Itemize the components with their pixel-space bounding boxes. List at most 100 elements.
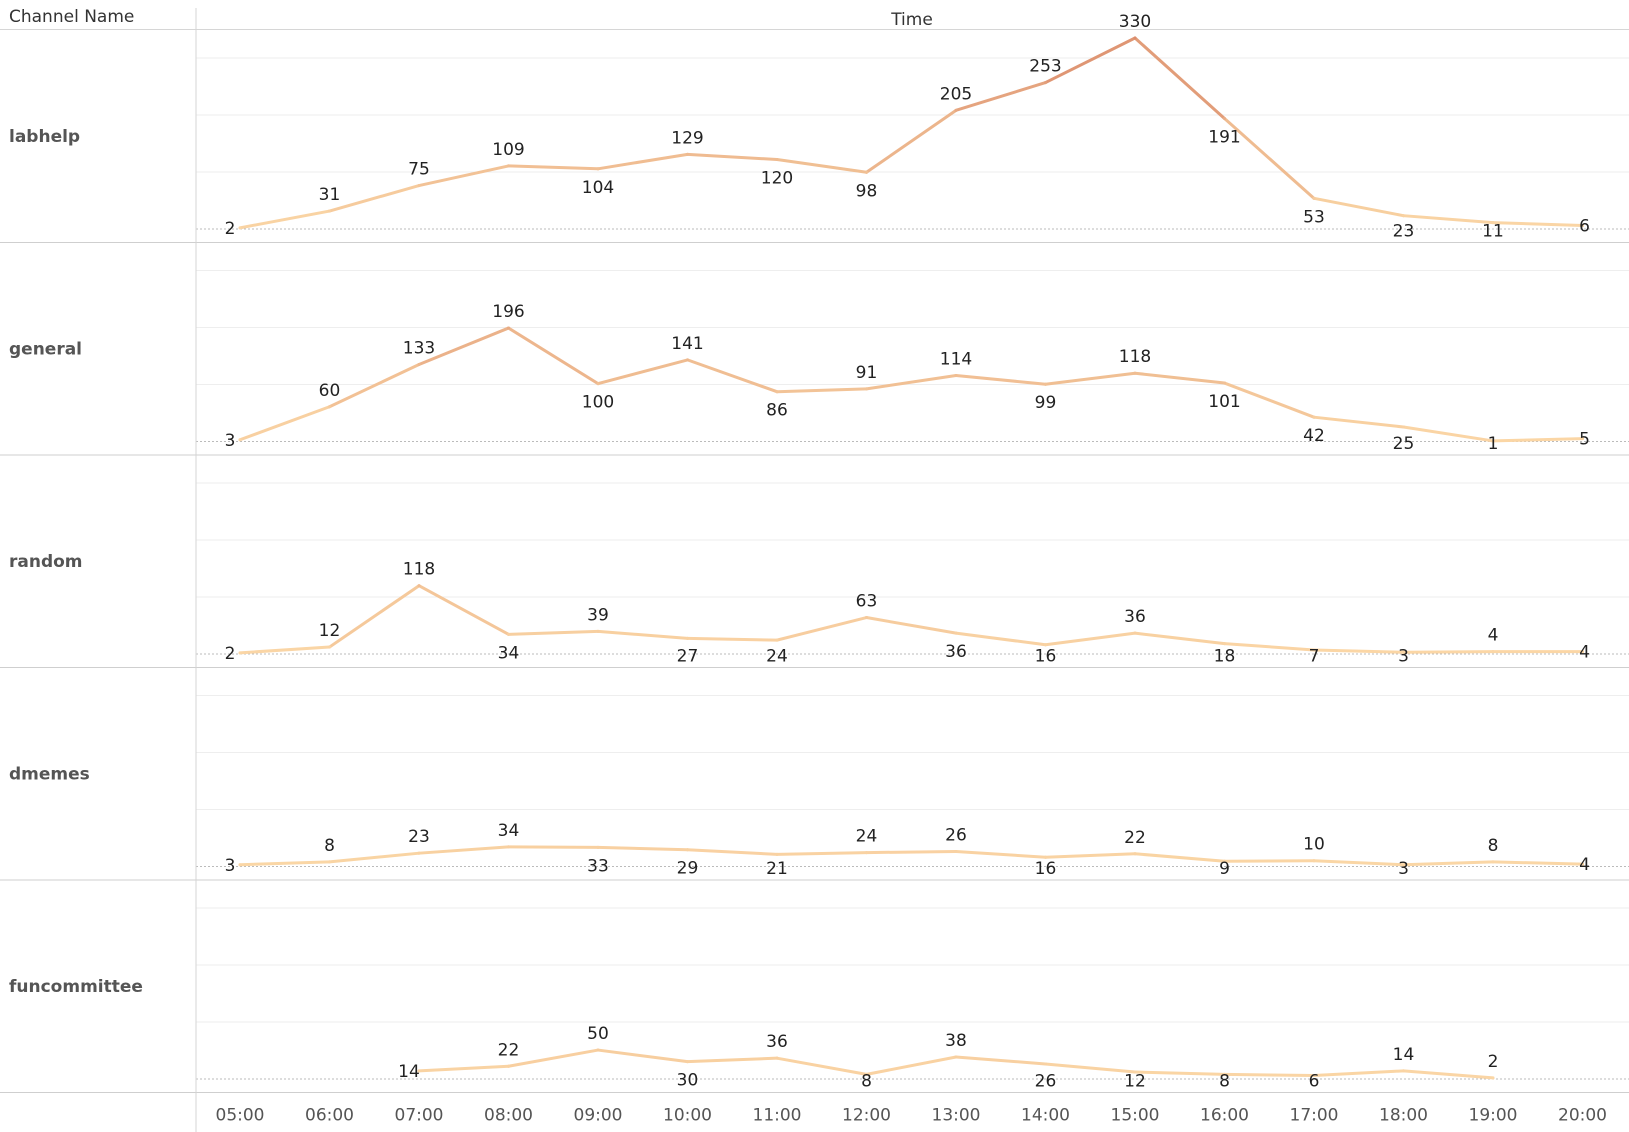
series-line-segment	[1402, 214, 1495, 225]
row-dimension-header: Channel Name	[9, 7, 134, 27]
series-line-segment	[417, 584, 510, 636]
series-line-segment	[417, 1064, 510, 1073]
series-line-segment	[686, 152, 779, 162]
data-point	[1044, 643, 1047, 647]
data-point	[1044, 81, 1047, 85]
x-tick-label: 18:00	[1379, 1106, 1428, 1126]
data-point	[1223, 381, 1226, 385]
data-point	[865, 387, 868, 391]
data-point	[1402, 425, 1405, 429]
panel-labhelp: labhelp 2 31 75 109 104 129 120 98 205 253 330 191 53…	[0, 12, 1629, 243]
data-label: 33	[587, 856, 609, 876]
x-axis: 05:00 06:00 07:00 08:00 09:00 10:00 11:00 12:00…	[195, 1092, 1607, 1132]
data-point	[507, 845, 510, 849]
series-line-segment	[1044, 631, 1137, 647]
series-line-segment	[1312, 415, 1405, 429]
data-point	[596, 1048, 600, 1052]
data-point	[238, 226, 242, 230]
data-point	[417, 584, 421, 588]
data-label: 133	[403, 339, 435, 359]
data-label: 39	[587, 605, 609, 625]
data-point	[1044, 382, 1047, 386]
data-point	[596, 167, 600, 171]
data-point	[417, 851, 421, 855]
row-label-random: random	[9, 552, 83, 572]
data-label: 75	[408, 160, 430, 180]
data-point	[507, 164, 510, 168]
data-label: 18	[1214, 647, 1236, 667]
series-line-segment	[954, 631, 1047, 647]
data-point	[1223, 642, 1226, 646]
data-label: 60	[319, 381, 341, 401]
series-line-segment	[1312, 648, 1405, 654]
x-tick-label: 20:00	[1558, 1106, 1607, 1126]
data-label: 12	[319, 621, 341, 641]
series-line-segment	[1133, 371, 1226, 385]
series-line-segment	[417, 164, 510, 188]
data-label: 2	[225, 219, 236, 239]
series-line-segment	[954, 1055, 1047, 1066]
data-label: 8	[1219, 1072, 1230, 1092]
panels-layer: labhelp231751091041291209820525333019153…	[0, 12, 1629, 1093]
series-line-segment	[1491, 437, 1584, 443]
column-dimension-header: Time	[890, 10, 933, 30]
series-line-segment	[1223, 859, 1316, 863]
data-point	[596, 629, 600, 633]
series-line-segment	[1312, 196, 1405, 218]
data-point	[1491, 650, 1495, 654]
data-label: 22	[498, 1040, 520, 1060]
data-point	[686, 358, 689, 362]
row-label-labhelp: labhelp	[9, 127, 80, 147]
series-line-segment	[596, 845, 689, 852]
data-point	[238, 651, 242, 655]
data-label: 253	[1029, 57, 1061, 77]
series-line-segment	[417, 326, 510, 367]
data-label: 31	[319, 185, 341, 205]
series-line-segment	[596, 629, 689, 640]
data-label: 3	[1398, 859, 1409, 879]
row-label-funcommittee: funcommittee	[9, 977, 143, 997]
data-point	[1312, 859, 1316, 863]
data-point	[1223, 859, 1226, 863]
data-label: 114	[940, 350, 972, 370]
data-label: 205	[940, 84, 972, 104]
data-point	[1491, 221, 1495, 225]
data-label: 6	[1579, 217, 1590, 237]
data-label: 99	[1035, 393, 1057, 413]
x-tick-label: 08:00	[484, 1106, 533, 1126]
series-line-segment	[507, 1048, 600, 1068]
data-label: 6	[1309, 1072, 1320, 1092]
series-line-segment	[775, 851, 868, 856]
data-point	[1223, 1072, 1226, 1076]
series-line-segment	[1044, 852, 1137, 859]
data-point	[1133, 1070, 1137, 1074]
data-label: 2	[225, 644, 236, 664]
data-point	[865, 1072, 868, 1076]
series-line-segment	[417, 845, 510, 855]
row-label-general: general	[9, 340, 82, 360]
data-label: 24	[856, 827, 878, 847]
data-label: 53	[1303, 207, 1325, 227]
data-label: 12	[1124, 1072, 1146, 1092]
data-point	[1044, 1062, 1047, 1066]
series-line-segment	[865, 849, 958, 855]
series-line-segment	[1133, 631, 1226, 646]
data-label: 26	[1035, 1072, 1057, 1092]
x-tick-label: 09:00	[574, 1106, 623, 1126]
data-point	[954, 631, 958, 635]
series-line-segment	[238, 860, 331, 867]
data-label: 38	[945, 1031, 967, 1051]
series-line-segment	[1044, 1062, 1137, 1074]
x-tick-label: 05:00	[216, 1106, 265, 1126]
series-line-segment	[1402, 650, 1495, 654]
data-point	[328, 405, 331, 409]
series-line-segment	[1491, 860, 1584, 866]
panel-general: general 3 60 133 196 100 141 86 91 114 99 118 101 42 2…	[0, 242, 1629, 456]
data-label: 4	[1579, 643, 1590, 663]
series-line-segment	[1402, 860, 1495, 867]
data-label: 98	[856, 181, 878, 201]
series-line-segment	[507, 845, 600, 849]
data-label: 10	[1303, 835, 1325, 855]
data-point	[1402, 1069, 1405, 1073]
